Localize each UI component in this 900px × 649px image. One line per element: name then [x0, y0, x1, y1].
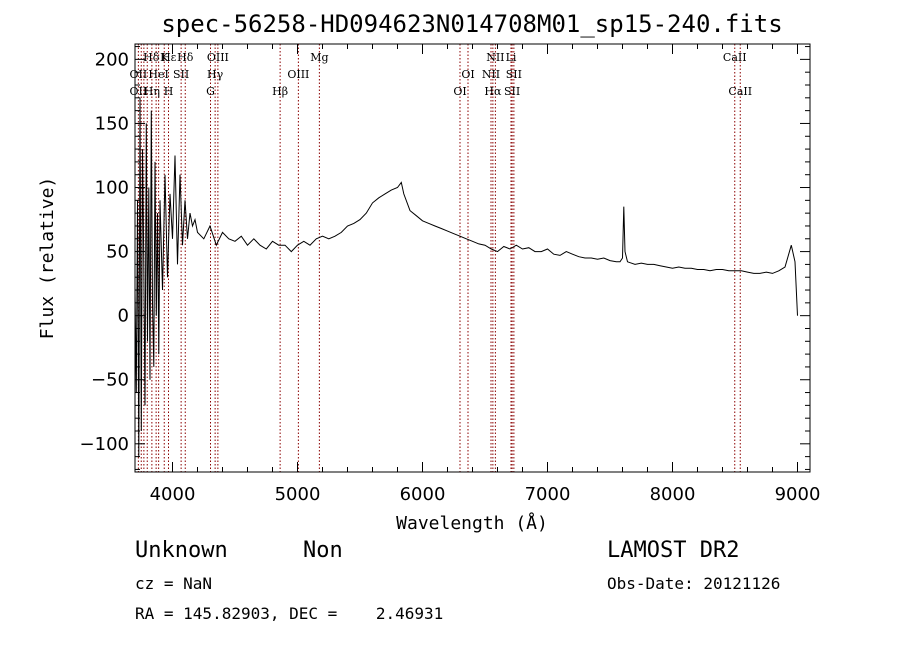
x-tick-label: 8000 [650, 484, 696, 505]
spectrum-line [134, 97, 798, 457]
plot-frame [134, 43, 811, 473]
line-label: Hδ [143, 51, 160, 64]
line-label: OI [453, 85, 466, 98]
cz-label: cz = NaN [135, 574, 213, 593]
x-tick-label: 9000 [775, 484, 821, 505]
line-marker-group [137, 44, 741, 472]
line-label: Mg [310, 51, 328, 64]
line-label: SII [504, 85, 520, 98]
line-label: G [206, 85, 215, 98]
line-label: Hγ [207, 68, 224, 81]
x-tick-label: 4000 [150, 484, 196, 505]
class-label: Unknown [135, 538, 228, 563]
y-tick-label: −50 [91, 370, 129, 391]
y-tick-label: 0 [118, 306, 129, 327]
line-label: K [160, 51, 169, 64]
y-tick-label: −100 [80, 434, 129, 455]
chart-title: spec-56258-HD094623N014708M01_sp15-240.f… [161, 10, 782, 38]
survey-label: LAMOST DR2 [607, 538, 740, 563]
y-tick-label: 200 [95, 49, 129, 70]
line-label: NII [486, 51, 504, 64]
line-label: OI [461, 68, 474, 81]
x-tick-label: 6000 [400, 484, 446, 505]
line-label: CaII [728, 85, 752, 98]
line-label: Hδ [177, 51, 194, 64]
line-label: SII [506, 68, 522, 81]
line-label: HeI [148, 68, 168, 81]
y-tick-label: 150 [95, 113, 129, 134]
line-label: OII [130, 68, 148, 81]
line-label: NII [482, 68, 500, 81]
line-label: OIII [207, 51, 229, 64]
line-label: Hε [161, 51, 177, 64]
line-label: Hβ [272, 85, 288, 98]
x-axis-label: Wavelength (Å) [396, 512, 548, 534]
x-tick-label: 7000 [525, 484, 571, 505]
y-axis-label: Flux (relative) [37, 177, 58, 340]
line-label: SII [173, 68, 189, 81]
line-label: Li [506, 51, 517, 64]
y-axis-ticks: −100 −50 0 50 100 150 200 [80, 46, 810, 470]
coordinates-label: RA = 145.82903, DEC = 2.46931 [135, 604, 444, 623]
line-label: CaII [723, 51, 747, 64]
x-tick-label: 5000 [275, 484, 321, 505]
line-label: Hα [484, 85, 502, 98]
subclass-label: Non [303, 538, 343, 563]
line-label: Hη [144, 85, 160, 98]
line-label: OIII [287, 68, 309, 81]
x-axis-ticks: 4000 5000 6000 7000 8000 9000 [150, 44, 821, 505]
line-label: H [164, 85, 174, 98]
y-tick-label: 50 [106, 242, 129, 263]
y-tick-label: 100 [95, 178, 129, 199]
obs-date-label: Obs-Date: 20121126 [607, 574, 781, 593]
line-label: OII [130, 85, 148, 98]
